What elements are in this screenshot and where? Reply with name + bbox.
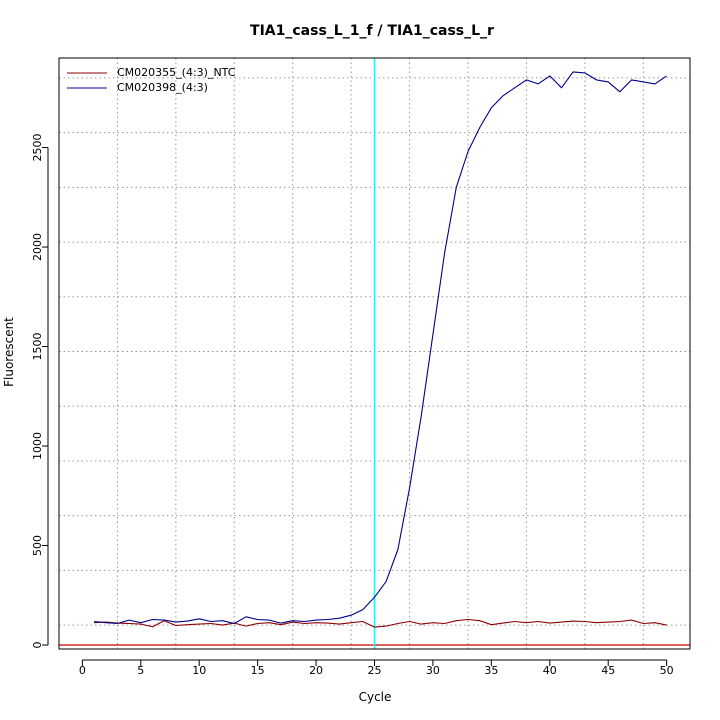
reference-lines [59,58,690,649]
y-tick-label: 2500 [31,134,44,162]
y-tick-label: 1000 [31,432,44,460]
x-tick-label: 0 [79,664,86,677]
x-tick-label: 35 [484,664,498,677]
series-line-1 [94,618,667,628]
series-line-2 [94,71,667,625]
y-tick-label: 1500 [31,333,44,361]
x-tick-label: 30 [426,664,440,677]
x-tick-label: 45 [601,664,615,677]
x-tick-label: 20 [309,664,323,677]
x-tick-label: 25 [368,664,382,677]
x-tick-label: 40 [543,664,557,677]
legend-label-2: CM020398_(4:3) [117,81,208,94]
x-axis: 0 5 10 15 20 25 30 35 40 45 50 [79,659,674,677]
x-tick-label: 5 [137,664,144,677]
x-axis-label: Cycle [359,690,392,704]
plot-frame [58,57,691,650]
y-axis-label: Fluorescent [2,317,16,387]
y-tick-label: 2000 [31,233,44,261]
x-tick-label: 10 [192,664,206,677]
chart-title: TIA1_cass_L_1_f / TIA1_cass_L_r [250,23,494,39]
legend: CM020355_(4:3)_NTC CM020398_(4:3) [67,66,236,94]
y-tick-label: 0 [31,642,44,649]
legend-label-1: CM020355_(4:3)_NTC [117,66,236,79]
y-axis: 0 500 1000 1500 2000 2500 [31,134,49,649]
series-lines [94,71,667,628]
x-tick-label: 15 [251,664,265,677]
x-tick-label: 50 [660,664,674,677]
y-tick-label: 500 [31,535,44,556]
